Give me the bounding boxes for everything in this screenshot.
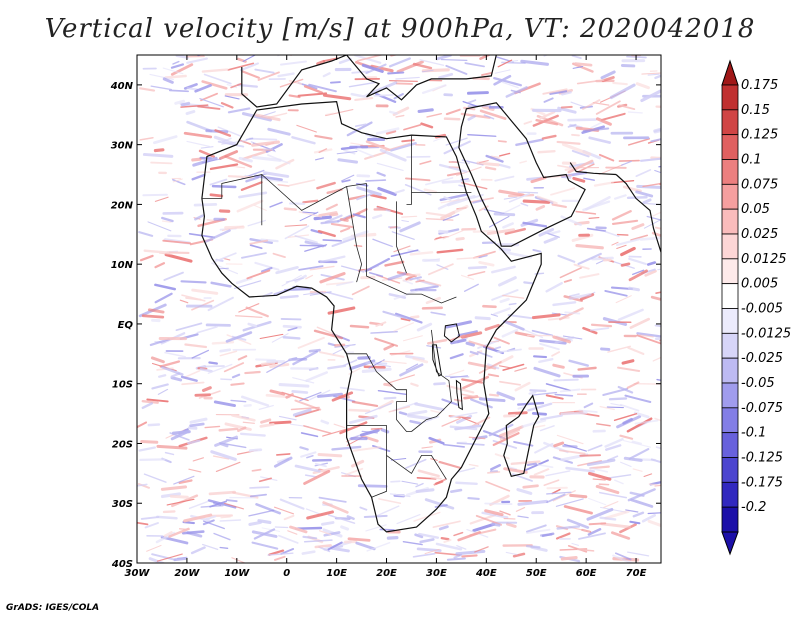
colorbar-swatch	[721, 432, 739, 458]
x-axis: 30W 20W 10W 0 10E 20E 30E 40E 50E 60E 70E	[125, 55, 647, 579]
colorbar-swatch	[721, 382, 739, 409]
colorbar-label: 0.15	[741, 103, 770, 118]
x-tick-label: 50E	[526, 568, 547, 579]
india-outline	[615, 174, 661, 253]
colorbar-label: -0.175	[741, 475, 783, 490]
x-tick-label: 70E	[626, 568, 647, 579]
colorbar-label: 0.1	[741, 153, 762, 168]
y-tick-label: 20N	[111, 200, 134, 211]
lake-tanganyika	[431, 344, 442, 377]
colorbar-label: -0.025	[741, 351, 783, 366]
colorbar-label: 0.005	[741, 277, 778, 292]
colorbar-swatch	[721, 506, 739, 533]
country-border	[366, 183, 457, 304]
colorbar: 0.175 0.15 0.125 0.1 0.075 0.05 0.025 0.0125 0.0…	[721, 59, 791, 556]
y-tick-label: 40N	[110, 81, 134, 92]
colorbar-label: 0.05	[741, 202, 770, 217]
y-tick-label: 20S	[112, 439, 133, 450]
colorbar-swatch	[721, 159, 739, 185]
x-tick-label: 10E	[326, 568, 347, 579]
x-tick-label: 20W	[174, 568, 200, 579]
x-tick-label: 20E	[376, 568, 397, 579]
colorbar-swatch	[721, 109, 739, 136]
colorbar-swatch	[721, 233, 739, 260]
europe-outline	[241, 55, 497, 108]
colorbar-swatch	[721, 357, 739, 384]
asia-coast	[569, 162, 617, 176]
colorbar-swatch	[721, 134, 739, 160]
colorbar-swatch	[721, 457, 739, 483]
y-tick-label: 40S	[111, 559, 133, 570]
country-border	[201, 173, 263, 226]
country-border	[261, 174, 367, 211]
colorbar-label: 0.025	[741, 227, 778, 242]
x-tick-label: 30E	[426, 568, 447, 579]
y-axis: 40N 30N 20N 10N EQ 10S 20S 30S 40S	[110, 81, 661, 570]
y-tick-label: 10N	[111, 260, 134, 271]
grads-credit: GrADS: IGES/COLA	[6, 603, 100, 613]
y-tick-label: 30S	[112, 499, 133, 510]
y-tick-label: 10S	[112, 380, 133, 391]
colorbar-label: 0.125	[741, 128, 778, 143]
colorbar-label: -0.005	[741, 302, 783, 317]
colorbar-label: 0.075	[741, 177, 778, 192]
colorbar-label: -0.0125	[741, 326, 791, 341]
x-tick-label: 40E	[475, 568, 497, 579]
colorbar-label: -0.1	[741, 426, 766, 441]
country-border	[386, 454, 447, 480]
country-border	[396, 201, 407, 274]
madagascar-outline	[503, 394, 540, 478]
colorbar-swatch	[721, 183, 739, 210]
country-border	[346, 353, 412, 432]
velocity-field	[137, 55, 661, 563]
colorbar-swatch	[721, 407, 739, 434]
colorbar-swatch	[721, 84, 739, 111]
y-tick-label: EQ	[118, 320, 134, 331]
colorbar-swatch	[721, 308, 739, 334]
colorbar-swatch	[721, 332, 739, 359]
arabia-outline	[458, 102, 586, 247]
colorbar-label: -0.125	[741, 451, 783, 466]
chart-title: Vertical velocity [m/s] at 900hPa, VT: 2…	[44, 14, 756, 44]
colorbar-bottom-arrow	[721, 531, 739, 556]
colorbar-swatch	[721, 208, 739, 235]
country-border	[346, 186, 363, 283]
country-border	[406, 135, 412, 205]
colorbar-label: 0.175	[741, 78, 778, 93]
colorbar-label: -0.075	[741, 401, 783, 416]
land-outlines	[201, 55, 661, 533]
colorbar-top-arrow	[721, 59, 739, 86]
colorbar-swatch	[721, 258, 739, 285]
lake-malawi	[455, 379, 463, 411]
x-tick-label: 0	[283, 568, 290, 579]
map-frame	[136, 54, 662, 564]
colorbar-label: -0.2	[741, 500, 766, 515]
lake-victoria	[443, 323, 460, 343]
country-border	[411, 329, 452, 432]
x-tick-label: 60E	[576, 568, 597, 579]
africa-outline	[201, 100, 542, 533]
x-tick-label: 30W	[125, 568, 151, 579]
x-tick-label: 10W	[224, 568, 250, 579]
colorbar-label: 0.0125	[741, 252, 787, 267]
colorbar-swatch	[721, 481, 739, 508]
colorbar-swatch	[721, 283, 739, 309]
y-tick-label: 30N	[111, 141, 134, 152]
colorbar-label: -0.05	[741, 376, 775, 391]
